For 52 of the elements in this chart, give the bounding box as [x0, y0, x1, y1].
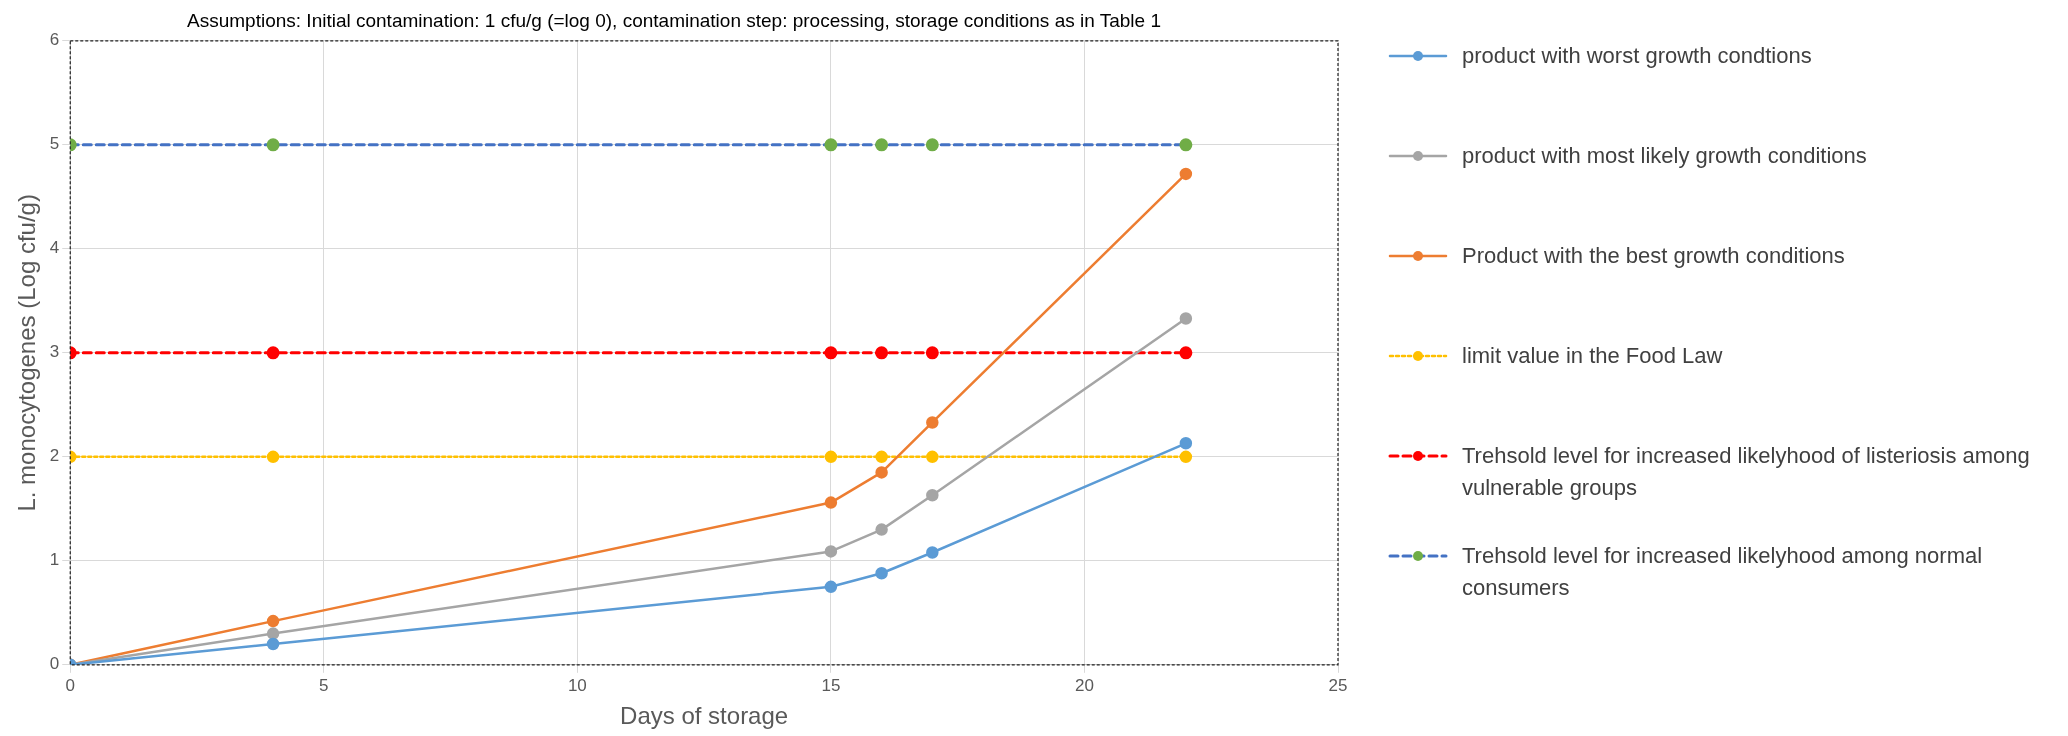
legend-label: Trehsold level for increased likelyhood among normal consumers: [1462, 542, 1984, 602]
point: [875, 138, 889, 152]
y-tick-label: 1: [49, 550, 60, 570]
x-tick-label: 10: [567, 675, 587, 695]
point: [266, 637, 280, 651]
point: [926, 489, 939, 502]
point: [266, 346, 280, 360]
x-tick-label: 5: [319, 675, 329, 695]
y-axis-title: L. monocytogenes (Log cfu/g): [13, 194, 41, 512]
y-tick-label: 2: [49, 446, 60, 466]
legend-label: product with worst growth condtions: [1462, 42, 1812, 70]
x-axis-title: Days of storage: [620, 702, 789, 730]
point: [824, 450, 838, 464]
x-tick-label: 15: [821, 675, 841, 695]
point: [1179, 437, 1193, 450]
point: [824, 545, 838, 558]
y-tick-label: 6: [49, 30, 60, 50]
legend-label: product with most likely growth conditions: [1462, 142, 1867, 170]
point: [875, 523, 888, 536]
y-tick-label: 5: [49, 134, 60, 154]
chart-title: Assumptions: Initial contamination: 1 cfu/g (=log 0), contamination step: processing, storage conditions as in Table 1: [187, 9, 1161, 31]
point: [926, 450, 939, 464]
point: [1179, 138, 1193, 152]
point: [824, 346, 838, 360]
point: [875, 450, 888, 464]
point: [1179, 346, 1193, 360]
point: [824, 496, 838, 509]
point: [1179, 450, 1193, 464]
point: [824, 138, 838, 152]
point: [875, 346, 889, 360]
y-tick-label: 3: [49, 342, 60, 362]
point: [925, 346, 939, 360]
x-tick-label: 0: [65, 675, 75, 695]
legend-label: Product with the best growth conditions: [1462, 242, 1845, 270]
point: [925, 138, 939, 152]
point: [1179, 312, 1193, 325]
point: [824, 580, 838, 594]
point: [926, 546, 939, 559]
point: [875, 466, 888, 479]
point: [266, 614, 280, 628]
point: [266, 138, 280, 152]
y-tick-label: 0: [49, 654, 60, 674]
x-tick-label: 25: [1328, 675, 1348, 695]
legend-label: Trehsold level for increased likelyhood of listeriosis among vulnerable groups: [1462, 442, 2031, 502]
point: [1179, 167, 1193, 181]
legend-label: limit value in the Food Law: [1462, 342, 1723, 370]
point: [266, 627, 280, 640]
point: [266, 450, 280, 464]
x-tick-label: 20: [1074, 675, 1094, 695]
point: [875, 567, 888, 580]
point: [926, 416, 939, 429]
y-tick-label: 4: [49, 238, 60, 258]
